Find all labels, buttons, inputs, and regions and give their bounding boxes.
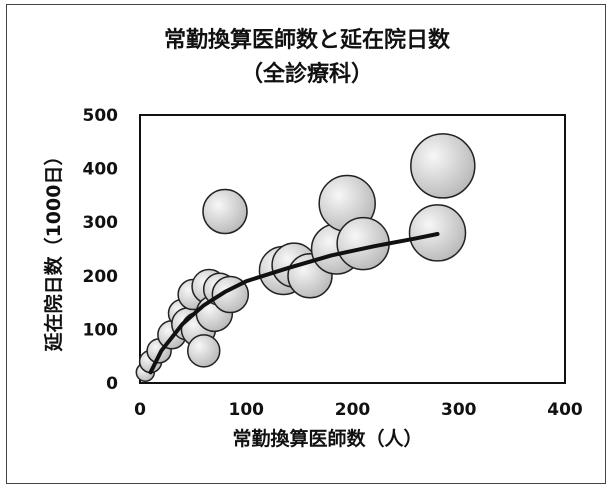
trend-curve (148, 232, 440, 375)
y-tick-500: 500 (83, 106, 119, 126)
x-tick-300: 300 (441, 400, 477, 420)
plot-area (139, 114, 566, 384)
x-tick-0: 0 (134, 400, 146, 420)
y-tick-labels: 0 100 200 300 400 500 (83, 106, 119, 394)
bubble-layer (135, 133, 476, 383)
chart-subtitle: （全診療科） (240, 62, 373, 87)
x-axis-label: 常勤換算医師数（人） (232, 427, 422, 450)
y-tick-0: 0 (106, 374, 118, 394)
chart-title: 常勤換算医師数と延在院日数 (163, 28, 450, 53)
x-tick-400: 400 (547, 400, 583, 420)
y-tick-300: 300 (83, 213, 119, 233)
x-tick-100: 100 (229, 400, 265, 420)
y-axis-label: 延在院日数（1000日） (42, 147, 65, 353)
y-tick-100: 100 (83, 320, 119, 340)
bubble-point-9 (187, 334, 221, 368)
x-tick-200: 200 (335, 400, 371, 420)
bubble-point-21 (410, 133, 476, 199)
bubble-point-13 (202, 188, 248, 235)
chart-frame (6, 4, 606, 484)
y-tick-200: 200 (83, 267, 119, 287)
y-tick-400: 400 (83, 160, 119, 180)
x-tick-labels: 0 100 200 300 400 (134, 400, 583, 420)
